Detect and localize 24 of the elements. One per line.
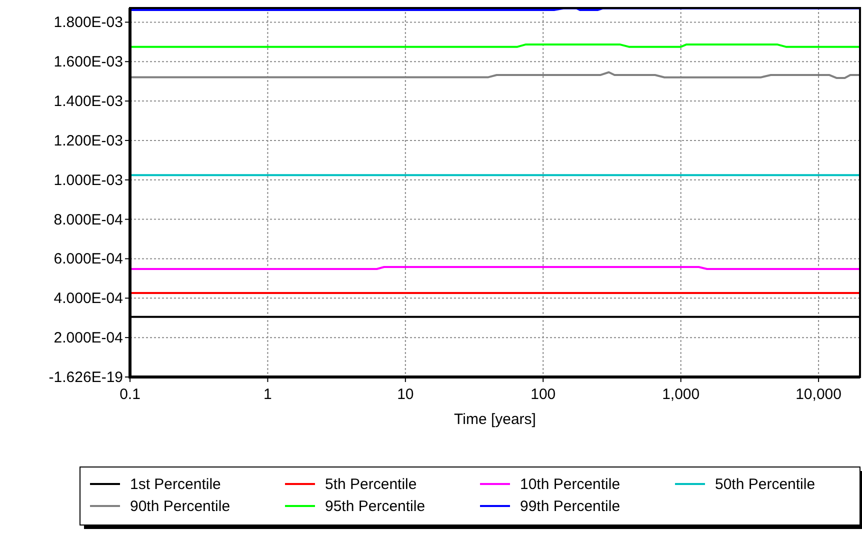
x-tick-label: 10,000 xyxy=(796,386,842,403)
legend-label: 95th Percentile xyxy=(325,498,426,515)
x-tick-label: 0.1 xyxy=(120,386,140,403)
x-tick-label: 10 xyxy=(397,386,414,403)
legend-label: 1st Percentile xyxy=(130,476,221,493)
y-tick-label: 4.000E-04 xyxy=(54,290,123,308)
legend-label: 5th Percentile xyxy=(325,476,417,493)
x-tick-label: 1,000 xyxy=(662,386,700,403)
x-tick-label: 1 xyxy=(264,386,272,403)
legend-label: 99th Percentile xyxy=(520,498,620,515)
y-tick-label: 1.800E-03 xyxy=(54,14,123,32)
legend-label: 90th Percentile xyxy=(130,498,230,515)
y-tick-label: 1.600E-03 xyxy=(54,54,123,71)
y-tick-label: 6.000E-04 xyxy=(54,250,123,268)
y-tick-label: 1.000E-03 xyxy=(54,172,123,189)
x-axis-title: Time [years] xyxy=(454,411,536,428)
y-tick-label: 1.400E-03 xyxy=(54,93,123,110)
legend-label: 10th Percentile xyxy=(520,476,620,493)
x-tick-label: 100 xyxy=(530,386,556,403)
y-tick-label: 2.000E-04 xyxy=(54,330,123,347)
y-tick-label: 8.000E-04 xyxy=(54,211,123,228)
y-tick-label: 1.200E-03 xyxy=(54,132,123,150)
y-tick-label: -1.626E-19 xyxy=(48,369,123,386)
legend-label: 50th Percentile xyxy=(715,476,816,493)
